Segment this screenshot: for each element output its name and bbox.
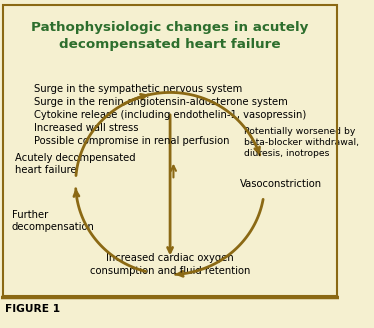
Text: FIGURE 1: FIGURE 1	[5, 304, 60, 314]
Text: Acutely decompensated
heart failure: Acutely decompensated heart failure	[15, 153, 135, 175]
Text: Increased cardiac oxygen
consumption and fluid retention: Increased cardiac oxygen consumption and…	[90, 254, 250, 276]
Text: Surge in the sympathetic nervous system
Surge in the renin-angiotensin-aldostero: Surge in the sympathetic nervous system …	[34, 84, 306, 146]
Text: Pathophysiologic changes in acutely
decompensated heart failure: Pathophysiologic changes in acutely deco…	[31, 21, 309, 51]
Text: Further
decompensation: Further decompensation	[12, 210, 94, 232]
Text: Potentially worsened by
beta-blocker withdrawal,
diuresis, inotropes: Potentially worsened by beta-blocker wit…	[244, 127, 359, 158]
Text: Vasoconstriction: Vasoconstriction	[240, 178, 322, 189]
